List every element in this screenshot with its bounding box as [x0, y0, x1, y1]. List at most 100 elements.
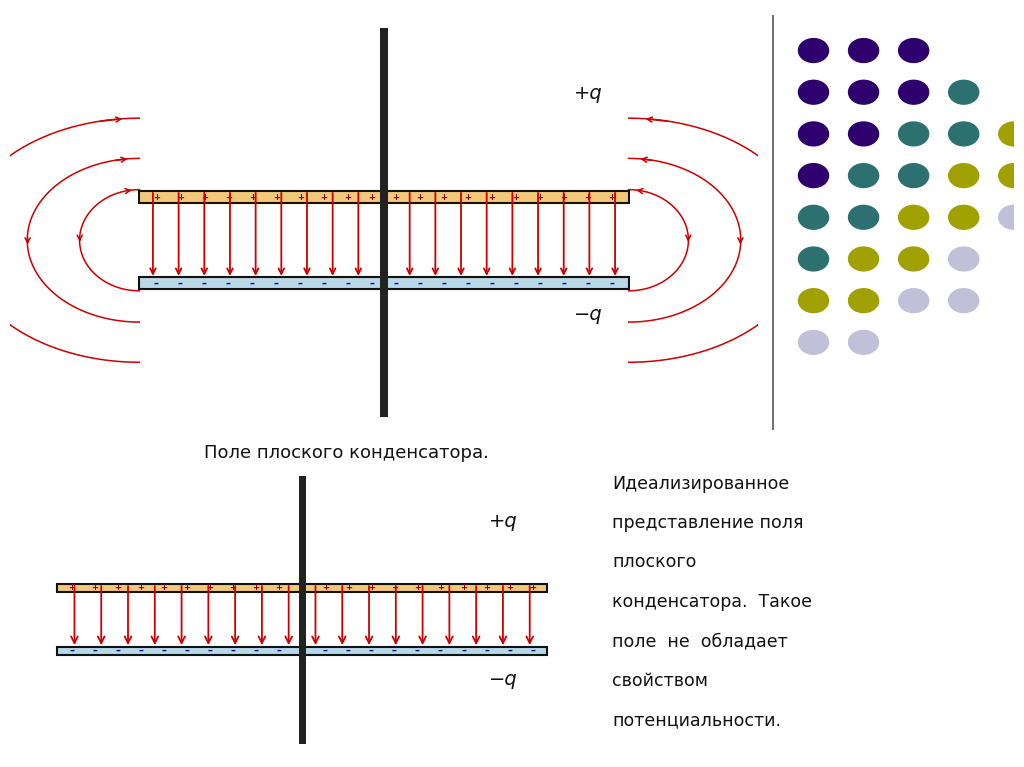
Text: –: – [226, 278, 230, 288]
Text: +: + [160, 584, 167, 592]
Circle shape [948, 288, 979, 313]
Circle shape [948, 247, 979, 271]
Text: +: + [177, 193, 184, 202]
Circle shape [849, 163, 879, 187]
Circle shape [849, 206, 879, 229]
Text: +: + [272, 193, 280, 202]
Text: +: + [464, 193, 471, 202]
Text: +: + [488, 193, 496, 202]
Text: –: – [441, 278, 446, 288]
Text: +: + [440, 193, 447, 202]
Text: +: + [299, 584, 305, 592]
Text: –: – [69, 646, 74, 656]
Text: +: + [369, 193, 376, 202]
Bar [139, 278, 629, 289]
Circle shape [948, 206, 979, 229]
Text: –: – [322, 278, 327, 288]
Circle shape [998, 122, 1024, 146]
Text: +: + [414, 584, 421, 592]
Text: –: – [273, 278, 279, 288]
Text: +: + [322, 584, 329, 592]
Text: +: + [344, 193, 351, 202]
Circle shape [799, 331, 828, 354]
Text: –: – [154, 278, 159, 288]
Text: –: – [538, 278, 542, 288]
Text: –: – [202, 278, 207, 288]
Circle shape [998, 206, 1024, 229]
Circle shape [899, 247, 929, 271]
Text: –: – [370, 278, 375, 288]
Text: +: + [68, 584, 75, 592]
Text: +: + [224, 193, 231, 202]
Text: +: + [201, 193, 208, 202]
Circle shape [799, 38, 828, 62]
Text: –: – [92, 646, 97, 656]
Text: +: + [249, 193, 256, 202]
Text: –: – [162, 646, 166, 656]
Text: –: – [184, 646, 189, 656]
Text: +: + [483, 584, 490, 592]
Text: +: + [253, 584, 259, 592]
Text: –: – [530, 646, 536, 656]
Text: +: + [137, 584, 144, 592]
Text: –: – [276, 646, 282, 656]
Text: –: – [346, 646, 350, 656]
Text: +: + [345, 584, 351, 592]
Circle shape [899, 38, 929, 62]
Circle shape [899, 206, 929, 229]
Text: –: – [254, 646, 258, 656]
Text: +: + [207, 584, 213, 592]
Text: +q: +q [488, 512, 517, 531]
Text: –: – [461, 646, 466, 656]
Circle shape [948, 163, 979, 187]
Text: +: + [153, 193, 160, 202]
Circle shape [998, 163, 1024, 187]
Text: −q: −q [574, 304, 603, 324]
Bar [57, 584, 547, 592]
Text: +: + [529, 584, 537, 592]
Text: +: + [91, 584, 98, 592]
Text: –: – [300, 646, 304, 656]
Text: –: – [438, 646, 442, 656]
Text: –: – [466, 278, 470, 288]
Text: свойством: свойством [612, 672, 709, 690]
Text: –: – [484, 646, 489, 656]
Text: плоского: плоского [612, 554, 696, 571]
Text: –: – [115, 646, 120, 656]
Text: +: + [537, 193, 544, 202]
Text: –: – [586, 278, 590, 288]
Text: +: + [275, 584, 283, 592]
Text: –: – [513, 278, 518, 288]
Circle shape [899, 122, 929, 146]
Text: +: + [437, 584, 444, 592]
Bar [299, 468, 305, 744]
Circle shape [899, 81, 929, 104]
Text: +: + [321, 193, 328, 202]
Circle shape [899, 163, 929, 187]
Text: +: + [512, 193, 519, 202]
Text: –: – [138, 646, 143, 656]
Circle shape [799, 122, 828, 146]
Text: –: – [178, 278, 182, 288]
Circle shape [849, 331, 879, 354]
Circle shape [899, 288, 929, 313]
Text: потенциальности.: потенциальности. [612, 711, 781, 729]
Text: −q: −q [488, 670, 517, 689]
Text: –: – [609, 278, 614, 288]
Text: +: + [229, 584, 237, 592]
Circle shape [849, 247, 879, 271]
Circle shape [948, 122, 979, 146]
Circle shape [849, 38, 879, 62]
Text: Поле плоского конденсатора.: Поле плоского конденсатора. [204, 443, 489, 462]
Text: +: + [114, 584, 121, 592]
Text: +: + [417, 193, 424, 202]
Text: +: + [392, 193, 399, 202]
Text: Идеализированное: Идеализированное [612, 475, 790, 492]
Circle shape [849, 288, 879, 313]
Text: +: + [608, 193, 615, 202]
Text: +q: +q [574, 84, 603, 104]
Circle shape [799, 206, 828, 229]
Text: –: – [250, 278, 255, 288]
Text: –: – [392, 646, 396, 656]
Circle shape [948, 81, 979, 104]
